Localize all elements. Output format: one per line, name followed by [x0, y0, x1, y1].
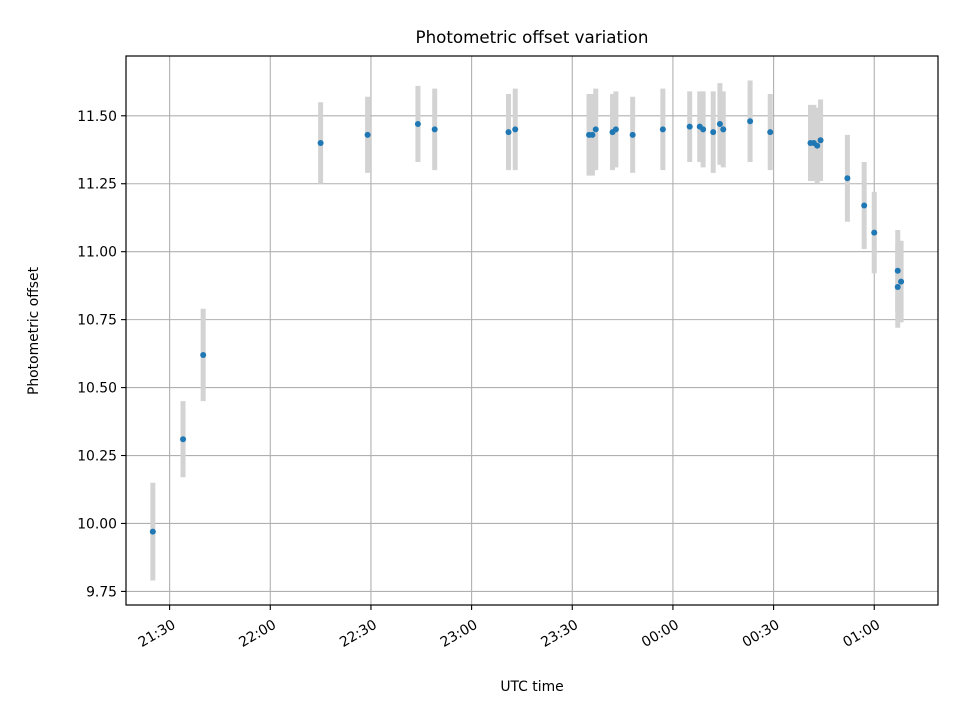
data-point [180, 436, 187, 443]
x-tick-label: 21:30 [136, 617, 179, 651]
y-tick-label: 11.25 [77, 177, 117, 193]
chart-title: Photometric offset variation [416, 27, 649, 47]
data-point [612, 126, 619, 133]
y-tick-label: 11.00 [77, 245, 117, 261]
x-tick-label: 23:30 [538, 617, 581, 651]
x-tick-label: 22:00 [236, 617, 279, 651]
data-point [700, 126, 707, 133]
data-point [629, 131, 636, 138]
data-point [814, 142, 821, 149]
x-tick-label: 23:00 [438, 617, 481, 651]
grid [126, 56, 938, 605]
x-tick-label: 01:00 [840, 617, 883, 651]
y-tick-label: 10.50 [77, 381, 117, 397]
data-point [659, 126, 666, 133]
data-point [871, 229, 878, 236]
data-points [149, 118, 905, 535]
data-point [894, 284, 901, 291]
data-point [844, 175, 851, 182]
data-point [861, 202, 868, 209]
x-tick-label: 00:00 [639, 617, 682, 651]
y-tick-label: 10.25 [77, 449, 117, 465]
x-axis-label: UTC time [500, 679, 563, 695]
data-point [898, 278, 905, 285]
plot-frame [125, 55, 939, 606]
data-point [364, 131, 371, 138]
data-point [686, 123, 693, 130]
data-point [710, 129, 717, 136]
data-point [505, 129, 512, 136]
y-tick-label: 10.75 [77, 313, 117, 329]
data-point [716, 120, 723, 127]
y-axis-label: Photometric offset [26, 266, 42, 395]
data-point [589, 131, 596, 138]
data-point [317, 139, 324, 146]
data-point [592, 126, 599, 133]
data-point [149, 528, 156, 535]
y-tick-label: 11.50 [77, 109, 117, 125]
data-point [817, 137, 824, 144]
data-point [767, 129, 774, 136]
data-point [747, 118, 754, 125]
data-point [894, 267, 901, 274]
x-axis: 21:30 22:00 22:30 23:00 23:30 00:00 00:30 01:00 [136, 605, 883, 651]
data-point [720, 126, 727, 133]
data-point [414, 120, 421, 127]
data-point [200, 351, 207, 358]
data-point [431, 126, 438, 133]
y-axis: 9.75 10.00 10.25 10.50 10.75 11.00 11.25 11.50 [77, 109, 126, 600]
x-tick-label: 22:30 [337, 617, 380, 651]
y-tick-label: 9.75 [86, 584, 117, 600]
data-point [512, 126, 519, 133]
y-tick-label: 10.00 [77, 516, 117, 532]
error-bars [150, 80, 904, 581]
x-tick-label: 00:30 [740, 617, 783, 651]
